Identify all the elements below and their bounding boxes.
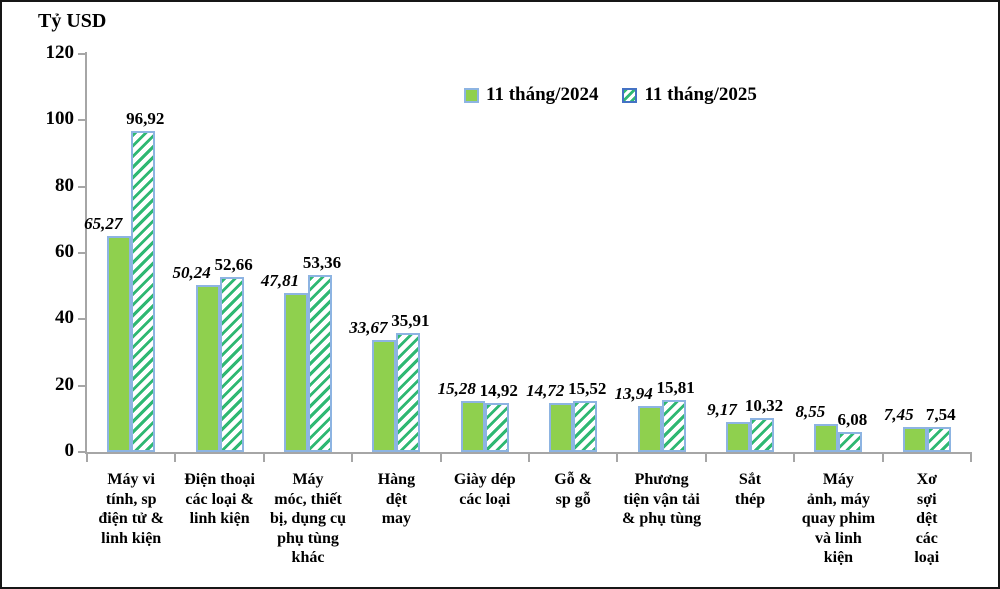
y-axis-tick xyxy=(78,318,85,321)
category-label-1: Điện thoại các loại & linh kiện xyxy=(184,471,255,528)
value-label-2025-4: 14,92 xyxy=(479,380,518,400)
bar-2025-6 xyxy=(661,399,686,452)
bar-2024-8 xyxy=(814,423,839,452)
legend-item-2024: 11 tháng/2024 xyxy=(464,84,598,106)
bar-2024-1 xyxy=(195,285,220,452)
value-label-2025-2: 53,36 xyxy=(302,253,342,273)
value-label-2025-5: 15,52 xyxy=(568,378,607,398)
value-label-2024-9: 7,45 xyxy=(883,405,914,425)
bar-2025-0 xyxy=(131,130,156,452)
y-axis-tick xyxy=(78,384,85,387)
y-axis-tick xyxy=(78,53,85,55)
bar-2024-3 xyxy=(372,340,397,452)
value-label-2024-3: 33,67 xyxy=(349,318,388,338)
bar-2025-5 xyxy=(573,400,598,452)
value-label-2024-5: 14,72 xyxy=(526,381,565,401)
y-tick-label: 80 xyxy=(55,174,74,196)
value-label-2025-3: 35,91 xyxy=(391,310,430,330)
category-label-0: Máy vi tính, sp điện tử & linh kiện xyxy=(98,471,164,547)
x-axis-tick xyxy=(528,452,530,462)
y-tick-label: 20 xyxy=(55,373,74,395)
value-label-2025-8: 6,08 xyxy=(837,409,868,429)
category-label-4: Giày dép các loại xyxy=(453,471,516,508)
legend-item-2025: 11 tháng/2025 xyxy=(622,84,757,106)
value-label-2024-4: 15,28 xyxy=(437,379,476,399)
x-axis-tick xyxy=(793,452,796,462)
value-label-2024-7: 9,17 xyxy=(707,399,737,419)
bar-2024-4 xyxy=(460,401,485,452)
y-axis-line xyxy=(85,52,87,454)
x-axis-tick xyxy=(86,452,88,462)
x-axis-tick xyxy=(616,452,619,462)
bar-2025-2 xyxy=(308,275,332,452)
x-axis-tick xyxy=(439,452,442,462)
y-axis-tick xyxy=(78,119,85,122)
category-label-3: Hàng dệt may xyxy=(377,471,416,528)
bar-2025-3 xyxy=(396,332,421,452)
value-label-2024-6: 13,94 xyxy=(614,383,653,403)
y-tick-label: 60 xyxy=(55,241,74,262)
value-label-2025-1: 52,66 xyxy=(214,255,253,275)
value-label-2024-1: 50,24 xyxy=(172,263,211,283)
bar-2025-8 xyxy=(838,431,863,452)
category-label-5: Gỗ & sp gỗ xyxy=(554,471,593,508)
x-axis-tick xyxy=(970,452,972,462)
value-label-2024-8: 8,55 xyxy=(795,401,826,421)
legend-label-2025: 11 tháng/2025 xyxy=(644,84,757,105)
legend-swatch-2025-icon xyxy=(622,87,638,103)
y-tick-label: 0 xyxy=(64,440,75,461)
bar-2024-2 xyxy=(284,293,308,452)
y-tick-label: 120 xyxy=(45,42,75,63)
value-label-2025-9: 7,54 xyxy=(925,404,956,424)
x-axis-tick xyxy=(174,452,177,462)
legend: 11 tháng/2024 11 tháng/2025 xyxy=(464,84,757,106)
value-label-2024-0: 65,27 xyxy=(84,213,123,233)
category-label-6: Phương tiện vận tải & phụ tùng xyxy=(622,471,702,528)
category-label-8: Máy ảnh, máy quay phim và linh kiện xyxy=(801,471,876,567)
category-label-2: Máy móc, thiết bị, dụng cụ phụ tùng khác xyxy=(269,471,347,567)
y-tick-label: 100 xyxy=(45,108,75,130)
bar-2025-9 xyxy=(926,426,951,452)
x-axis-tick xyxy=(881,452,884,462)
bar-2025-7 xyxy=(750,417,774,452)
y-axis-tick xyxy=(78,451,85,453)
legend-swatch-2024-icon xyxy=(464,87,479,103)
bar-2024-5 xyxy=(549,403,574,452)
category-label-9: Xơ sợi dệt các loại xyxy=(914,471,940,567)
bar-2024-0 xyxy=(107,235,132,452)
value-label-2025-6: 15,81 xyxy=(656,377,695,397)
bar-2025-4 xyxy=(484,402,509,452)
value-label-2024-2: 47,81 xyxy=(260,271,300,291)
bar-2024-7 xyxy=(726,421,750,452)
bar-2024-6 xyxy=(637,405,662,452)
x-axis-tick xyxy=(351,452,354,462)
category-label-7: Sắt thép xyxy=(734,471,766,508)
y-axis-title: Tỷ USD xyxy=(38,10,107,32)
y-axis-tick xyxy=(78,185,85,188)
value-label-2025-0: 96,92 xyxy=(126,108,165,128)
bar-2025-1 xyxy=(219,277,244,452)
y-axis-tick xyxy=(78,252,85,254)
x-axis-tick xyxy=(704,452,707,462)
legend-label-2024: 11 tháng/2024 xyxy=(486,84,599,105)
y-tick-label: 40 xyxy=(55,307,74,329)
value-label-2025-7: 10,32 xyxy=(744,395,784,415)
bar-2024-9 xyxy=(902,427,927,452)
x-axis-tick xyxy=(262,452,265,462)
